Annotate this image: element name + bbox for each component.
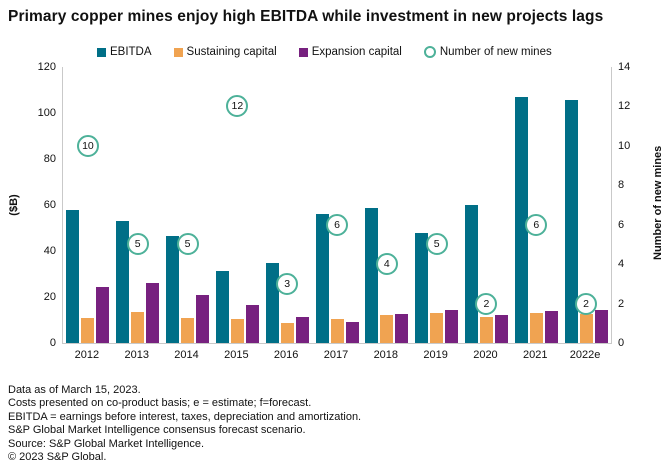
bar-expansion-capital-2013 (146, 283, 160, 343)
x-label-2012: 2012 (74, 349, 100, 361)
footnote-line: © 2023 S&P Global. (8, 451, 107, 464)
x-label-2022e: 2022e (569, 349, 601, 361)
bar-expansion-capital-2014 (196, 294, 210, 343)
bar-expansion-capital-2020 (494, 315, 508, 343)
chart-title: Primary copper mines enjoy high EBITDA w… (8, 8, 604, 25)
bar-expansion-capital-2019 (445, 309, 459, 343)
x-label-2016: 2016 (273, 349, 299, 361)
sustaining-capital-swatch-icon (173, 47, 183, 57)
bar-expansion-capital-2015 (245, 305, 259, 343)
bar-sustaining-capital-2013 (131, 311, 145, 343)
new-mines-marker-2013: 5 (126, 233, 149, 256)
bar-sustaining-capital-2019 (430, 313, 444, 343)
x-label-2020: 2020 (473, 349, 498, 361)
left-tick-120: 120 (37, 61, 56, 73)
new-mines-marker-2021: 6 (525, 213, 548, 236)
legend-label: Number of new mines (439, 46, 552, 58)
bar-sustaining-capital-2016 (280, 323, 294, 343)
bar-expansion-capital-2016 (295, 316, 309, 343)
new-mines-marker-2022e: 2 (575, 292, 598, 315)
bar-sustaining-capital-2020 (479, 316, 493, 343)
bar-ebitda-2014 (166, 236, 180, 343)
x-label-2015: 2015 (224, 349, 249, 361)
right-tick-2: 2 (618, 297, 625, 310)
right-axis-title: Number of new mines (652, 145, 664, 260)
footnote-line: Costs presented on co-product basis; e =… (8, 397, 312, 410)
x-label-2013: 2013 (124, 349, 149, 361)
legend-item-expansion-capital: Expansion capital (298, 46, 402, 58)
new-mines-marker-2019: 5 (425, 233, 448, 256)
left-tick-80: 80 (43, 153, 56, 165)
bar-sustaining-capital-2017 (330, 318, 344, 343)
right-tick-12: 12 (618, 100, 631, 113)
new-mines-marker-2014: 5 (176, 233, 199, 256)
bar-expansion-capital-2017 (345, 322, 359, 343)
new-mines-marker-2012: 10 (76, 134, 99, 157)
right-tick-14: 14 (618, 61, 631, 73)
x-label-2014: 2014 (174, 349, 199, 361)
legend-item-number-of-new-mines: Number of new mines (423, 46, 552, 58)
bar-sustaining-capital-2022e (579, 314, 593, 343)
right-tick-8: 8 (618, 179, 625, 192)
chart-legend: EBITDA Sustaining capital Expansion capi… (97, 46, 552, 58)
new-mines-marker-2016: 3 (276, 272, 299, 295)
left-tick-20: 20 (43, 291, 56, 303)
bar-ebitda-2019 (415, 232, 429, 343)
legend-label: Sustaining capital (186, 46, 277, 58)
bar-ebitda-2015 (215, 270, 229, 343)
footnote-line: Source: S&P Global Market Intelligence. (8, 437, 205, 450)
bar-sustaining-capital-2012 (81, 317, 95, 343)
bar-ebitda-2022e (564, 100, 578, 343)
bar-expansion-capital-2021 (544, 310, 558, 343)
bar-sustaining-capital-2014 (181, 317, 195, 343)
bar-ebitda-2018 (365, 208, 379, 343)
legend-item-sustaining-capital: Sustaining capital (173, 46, 277, 58)
right-tick-4: 4 (618, 258, 625, 271)
left-tick-40: 40 (43, 245, 56, 257)
bar-expansion-capital-2012 (96, 286, 110, 343)
new-mines-marker-2015: 12 (226, 95, 249, 118)
right-tick-10: 10 (618, 139, 631, 152)
plot-area: 10 5 5 12 3 6 4 5 2 6 2 (62, 67, 612, 344)
x-label-2019: 2019 (423, 349, 448, 361)
bar-sustaining-capital-2015 (230, 318, 244, 343)
bar-ebitda-2017 (315, 214, 329, 343)
bar-expansion-capital-2022e (594, 309, 608, 343)
bar-ebitda-2013 (116, 221, 130, 343)
left-tick-60: 60 (43, 199, 56, 211)
footnote-line: EBITDA = earnings before interest, taxes… (8, 410, 362, 423)
bar-ebitda-2021 (514, 96, 528, 343)
footnote-line: S&P Global Market Intelligence consensus… (8, 424, 306, 437)
x-label-2018: 2018 (373, 349, 399, 361)
left-tick-100: 100 (37, 107, 56, 119)
open-circle-marker-icon (423, 46, 436, 58)
left-tick-0: 0 (49, 337, 56, 349)
bar-ebitda-2016 (265, 262, 279, 343)
ebitda-swatch-icon (97, 47, 106, 57)
expansion-capital-swatch-icon (298, 47, 308, 57)
legend-item-ebitda: EBITDA (97, 46, 152, 58)
footnote-line: Data as of March 15, 2023. (8, 384, 141, 396)
right-tick-0: 0 (618, 337, 625, 349)
new-mines-marker-2017: 6 (326, 213, 348, 236)
new-mines-marker-2018: 4 (375, 253, 398, 276)
x-label-2021: 2021 (523, 349, 548, 361)
bar-ebitda-2020 (464, 205, 478, 343)
bar-expansion-capital-2018 (395, 314, 409, 343)
bar-sustaining-capital-2018 (380, 315, 394, 343)
right-tick-6: 6 (618, 218, 625, 231)
legend-label: Expansion capital (311, 46, 402, 58)
bar-ebitda-2012 (66, 209, 80, 343)
new-mines-marker-2020: 2 (475, 292, 498, 315)
footnotes: Data as of March 15, 2023. Costs present… (8, 384, 361, 464)
x-label-2017: 2017 (323, 349, 349, 361)
bar-sustaining-capital-2021 (529, 313, 543, 343)
legend-label: EBITDA (110, 46, 152, 58)
